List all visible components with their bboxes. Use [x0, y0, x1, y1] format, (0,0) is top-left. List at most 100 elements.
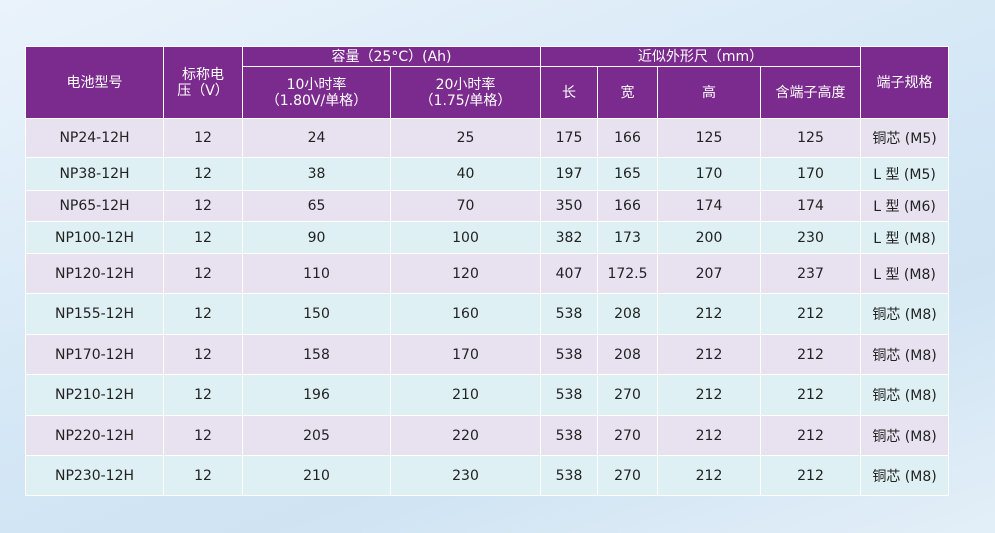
table-cell: NP38-12H — [25, 157, 164, 191]
table-cell: 197 — [540, 157, 598, 191]
table-row: NP100-12H 12 90 100 382 173 200 230 L 型 (M8) — [25, 221, 950, 254]
table-cell: 200 — [657, 221, 761, 254]
table-cell: 12 — [163, 190, 243, 222]
table-cell: NP100-12H — [25, 221, 164, 254]
table-cell: 270 — [597, 415, 658, 456]
table-cell: 350 — [540, 190, 598, 222]
table-cell: 12 — [163, 455, 243, 496]
table-cell: 160 — [390, 293, 541, 335]
table-cell: 12 — [163, 157, 243, 191]
table-cell: 铜芯 (M8) — [860, 293, 950, 335]
table-cell: 166 — [597, 118, 658, 158]
table-row: NP210-12H 12 196 210 538 270 212 212 铜芯 (M8) — [25, 374, 950, 416]
header-cell: 近似外形尺（mm） — [539, 46, 862, 67]
table-cell: 538 — [540, 374, 598, 416]
table-cell: 230 — [390, 455, 541, 496]
table-cell: 铜芯 (M8) — [860, 334, 950, 375]
table-cell: 237 — [759, 253, 862, 294]
table-cell: 100 — [390, 221, 541, 254]
table-cell: 174 — [657, 190, 761, 222]
table-cell: 220 — [390, 415, 541, 456]
table-cell: NP170-12H — [25, 334, 164, 375]
table-cell: 210 — [390, 374, 541, 416]
table-cell: 90 — [242, 221, 391, 254]
table-row: NP38-12H 12 38 40 197 165 170 170 L 型 (M5) — [25, 157, 950, 191]
table-cell: 212 — [657, 334, 761, 375]
table-cell: NP220-12H — [25, 415, 164, 456]
table-cell: 212 — [657, 455, 761, 496]
table-cell: 538 — [540, 334, 598, 375]
table-row: NP155-12H 12 150 160 538 208 212 212 铜芯 (M8) — [25, 293, 950, 335]
table-cell: 166 — [597, 190, 658, 222]
table-cell: 212 — [657, 374, 761, 416]
table-cell: 207 — [657, 253, 761, 294]
table-cell: L 型 (M5) — [860, 157, 950, 191]
header-cell: 容量（25°C）(Ah) — [242, 46, 541, 67]
table-cell: 170 — [657, 157, 761, 191]
table-row: NP230-12H 12 210 230 538 270 212 212 铜芯 (M8) — [25, 455, 950, 496]
table-cell: 172.5 — [597, 253, 658, 294]
table-cell: 12 — [163, 374, 243, 416]
table-cell: 538 — [540, 415, 598, 456]
table-cell: 38 — [242, 157, 391, 191]
table-cell: NP230-12H — [25, 455, 164, 496]
table-cell: 12 — [163, 221, 243, 254]
table-cell: 158 — [242, 334, 391, 375]
table-cell: 175 — [540, 118, 598, 158]
header-cell: 长 — [540, 66, 598, 119]
header-cell: 宽 — [597, 66, 658, 119]
table-cell: 212 — [657, 415, 761, 456]
table-cell: 382 — [540, 221, 598, 254]
table-cell: 538 — [540, 293, 598, 335]
table-cell: 铜芯 (M5) — [860, 118, 950, 158]
table-cell: NP155-12H — [25, 293, 164, 335]
table-cell: 196 — [242, 374, 391, 416]
table-row: NP24-12H 12 24 25 175 166 125 125 铜芯 (M5) — [25, 118, 950, 158]
table-cell: NP210-12H — [25, 374, 164, 416]
header-cell: 标称电压（V） — [163, 46, 243, 119]
table-cell: 12 — [163, 293, 243, 335]
table-cell: 210 — [242, 455, 391, 496]
header-cell: 20小时率 （1.75/单格） — [390, 66, 541, 119]
table-cell: 65 — [242, 190, 391, 222]
table-cell: 70 — [390, 190, 541, 222]
table-row: NP120-12H 12 110 120 407 172.5 207 237 L 型 (M8) — [25, 253, 950, 294]
table-cell: 铜芯 (M8) — [860, 374, 950, 416]
table-cell: 12 — [163, 118, 243, 158]
table-cell: 165 — [597, 157, 658, 191]
table-cell: L 型 (M8) — [860, 221, 950, 254]
header-text: 20小时率 — [435, 76, 496, 93]
table-cell: 205 — [242, 415, 391, 456]
table-cell: 208 — [597, 334, 658, 375]
table-cell: NP65-12H — [25, 190, 164, 222]
header-text: 10小时率 — [286, 76, 347, 93]
table-cell: 230 — [759, 221, 862, 254]
table-cell: 铜芯 (M8) — [860, 415, 950, 456]
table-cell: 538 — [540, 455, 598, 496]
header-cell: 10小时率 （1.80V/单格） — [242, 66, 391, 119]
table-cell: 212 — [759, 415, 862, 456]
table-cell: NP120-12H — [25, 253, 164, 294]
header-text: （1.80V/单格） — [265, 92, 368, 109]
header-cell: 含端子高度 — [759, 66, 862, 119]
header-cell: 端子规格 — [860, 46, 950, 119]
header-cell: 高 — [657, 66, 761, 119]
table-cell: 110 — [242, 253, 391, 294]
table-cell: 407 — [540, 253, 598, 294]
table-cell: 150 — [242, 293, 391, 335]
table-cell: 24 — [242, 118, 391, 158]
table-cell: 212 — [759, 374, 862, 416]
table-cell: 212 — [759, 334, 862, 375]
table-cell: 铜芯 (M8) — [860, 455, 950, 496]
table-cell: 170 — [390, 334, 541, 375]
table-cell: L 型 (M8) — [860, 253, 950, 294]
table-cell: 12 — [163, 253, 243, 294]
table-cell: 173 — [597, 221, 658, 254]
table-cell: NP24-12H — [25, 118, 164, 158]
table-row: NP170-12H 12 158 170 538 208 212 212 铜芯 (M8) — [25, 334, 950, 375]
header-cell: 电池型号 — [25, 46, 164, 119]
table-row: NP220-12H 12 205 220 538 270 212 212 铜芯 (M8) — [25, 415, 950, 456]
table-cell: 40 — [390, 157, 541, 191]
table-cell: 120 — [390, 253, 541, 294]
